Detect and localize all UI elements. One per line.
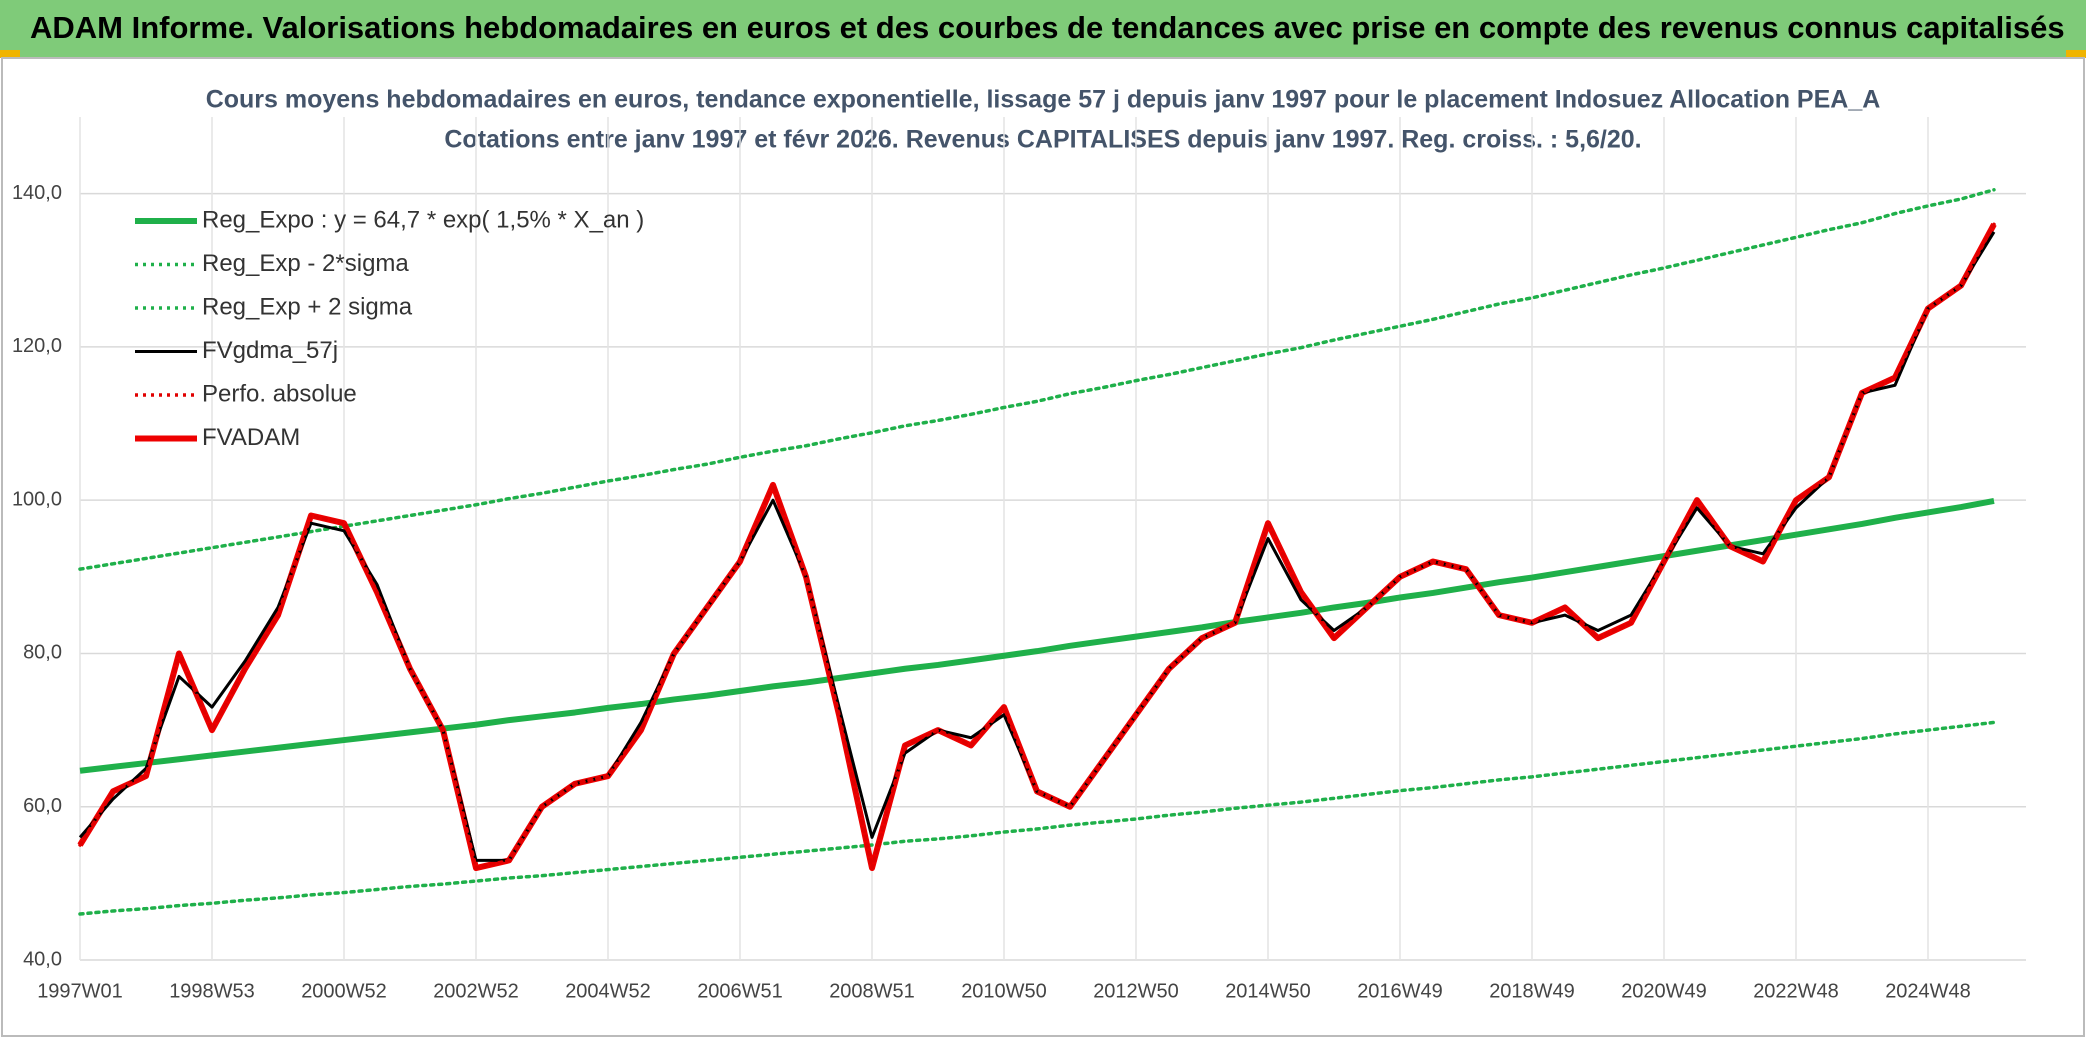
chart-title: Cours moyens hebdomadaires en euros, ten… (206, 86, 1881, 114)
y-tick-label: 80,0 (23, 642, 62, 664)
x-tick-label: 2024W48 (1885, 980, 1971, 1002)
x-tick-label: 2000W52 (301, 980, 387, 1002)
series-line (78, 222, 1996, 870)
corner (2066, 50, 2086, 58)
y-tick-label: 40,0 (23, 948, 62, 970)
x-tick-label: 2010W50 (961, 980, 1047, 1002)
header-bar (0, 0, 2086, 58)
frame (1, 57, 2085, 1037)
chart-subtitle: Cotations entre janv 1997 et févr 2026. … (444, 126, 1641, 154)
legend-label: Reg_Expo : y = 64,7 * exp( 1,5% * X_an ) (202, 206, 644, 233)
x-tick-label: 2012W50 (1093, 980, 1179, 1002)
x-tick-label: 2008W51 (829, 980, 915, 1002)
x-tick-label: 2006W51 (697, 980, 783, 1002)
x-tick-label: 2016W49 (1357, 980, 1443, 1002)
x-tick-label: 1998W53 (169, 980, 255, 1002)
x-tick-label: 1997W01 (37, 980, 123, 1002)
series-line (79, 497, 1995, 774)
x-tick-label: 2022W48 (1753, 980, 1839, 1002)
series-line (78, 188, 1996, 571)
legend-label: FVADAM (202, 424, 300, 451)
header: ADAM Informe. Valorisations hebdomadaire… (30, 10, 2065, 45)
y-tick-label: 120,0 (12, 335, 62, 357)
series-line (78, 720, 1996, 916)
x-tick-label: 2018W49 (1489, 980, 1575, 1002)
legend-label: Reg_Exp - 2*sigma (202, 250, 409, 277)
x-tick-label: 2014W50 (1225, 980, 1311, 1002)
legend-label: FVgdma_57j (202, 337, 338, 364)
x-tick-label: 2004W52 (565, 980, 651, 1002)
legend-label: Reg_Exp + 2 sigma (202, 293, 413, 320)
corner (0, 50, 20, 58)
y-tick-label: 60,0 (23, 795, 62, 817)
y-tick-label: 140,0 (12, 182, 62, 204)
x-tick-label: 2020W49 (1621, 980, 1707, 1002)
legend-label: Perfo. absolue (202, 380, 357, 407)
y-tick-label: 100,0 (12, 488, 62, 510)
x-tick-label: 2002W52 (433, 980, 519, 1002)
